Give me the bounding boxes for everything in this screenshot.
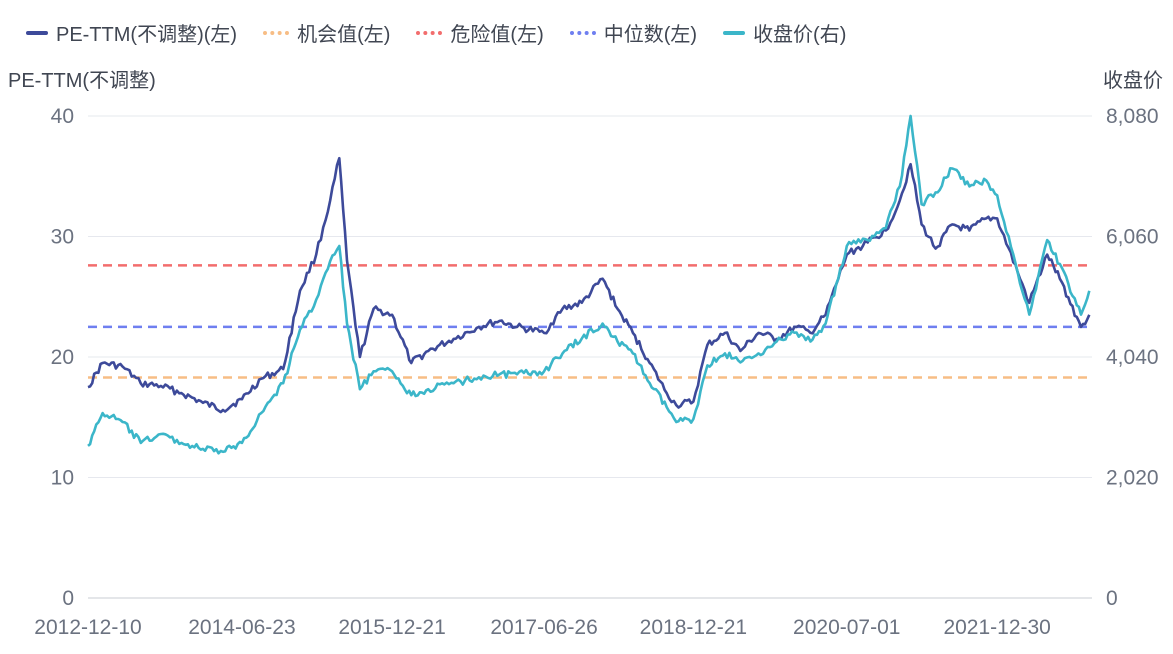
legend-swatch-pe-ttm xyxy=(26,30,48,35)
axes: 0 10 20 30 40 0 2,020 4,040 6,060 8,080 2012-12-10… xyxy=(34,105,1158,639)
legend-label-danger: 危险值(左) xyxy=(450,24,544,46)
series-line-close-price xyxy=(87,114,1091,455)
grid-lines xyxy=(88,115,1092,599)
legend-swatch-danger xyxy=(416,30,443,35)
y-right-tick-label: 2,020 xyxy=(1106,467,1159,490)
legend-item-median[interactable]: 中位数(左) xyxy=(569,18,698,47)
y-right-tick-label: 6,060 xyxy=(1106,226,1159,249)
x-tick-label: 2017-06-26 xyxy=(490,616,597,639)
y-left-tick-label: 10 xyxy=(51,467,74,490)
legend-label-pe-ttm: PE-TTM(不调整)(左) xyxy=(56,24,238,46)
legend-swatch-close-price xyxy=(723,30,746,35)
legend-item-danger[interactable]: 危险值(左) xyxy=(416,18,544,47)
legend-label-close-price: 收盘价(右) xyxy=(753,24,847,46)
legend-swatch-opportunity xyxy=(263,30,290,35)
x-tick-label: 2018-12-21 xyxy=(640,616,747,639)
x-tick-label: 2020-07-01 xyxy=(793,616,900,639)
series-lines xyxy=(87,114,1091,455)
x-tick-label: 2012-12-10 xyxy=(34,616,141,639)
legend-item-close-price[interactable]: 收盘价(右) xyxy=(723,18,846,47)
x-tick-label: 2014-06-23 xyxy=(188,616,295,639)
legend-label-median: 中位数(左) xyxy=(603,24,698,46)
x-tick-label: 2015-12-21 xyxy=(338,616,445,639)
y-right-tick-label: 0 xyxy=(1106,587,1118,610)
legend-item-pe-ttm[interactable]: PE-TTM(不调整)(左) xyxy=(26,18,237,47)
reference-lines xyxy=(88,264,1092,379)
legend-item-opportunity[interactable]: 机会值(左) xyxy=(263,18,390,47)
y-left-tick-label: 30 xyxy=(51,226,74,249)
left-axis-title: PE-TTM(不调整) xyxy=(8,70,156,92)
legend-swatch-median xyxy=(569,30,596,35)
y-left-tick-label: 20 xyxy=(51,346,74,369)
series-line-pe-ttm xyxy=(87,156,1091,414)
y-right-tick-label: 8,080 xyxy=(1106,105,1159,128)
x-tick-label: 2021-12-30 xyxy=(943,616,1050,639)
right-axis-title: 收盘价 xyxy=(1103,70,1163,92)
chart-legend: PE-TTM(不调整)(左) 机会值(左) 危险值(左) 中位数(左) 收盘价(… xyxy=(26,18,846,47)
y-left-tick-label: 0 xyxy=(62,587,74,610)
y-right-tick-label: 4,040 xyxy=(1106,346,1159,369)
legend-label-opportunity: 机会值(左) xyxy=(297,24,391,46)
y-left-tick-label: 40 xyxy=(51,105,74,128)
